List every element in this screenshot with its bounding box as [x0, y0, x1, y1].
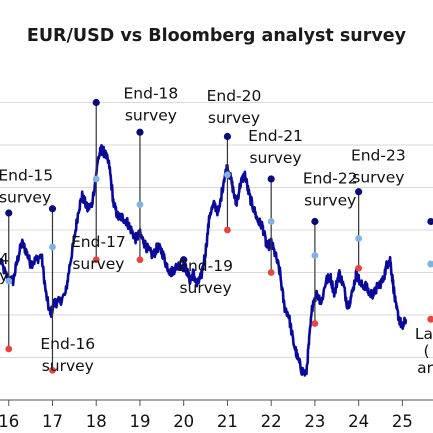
survey-label-line1: End-20	[207, 87, 262, 105]
survey-min-point	[224, 226, 231, 234]
x-tick-label: 24	[348, 412, 369, 431]
survey-label-line1: End-17	[71, 233, 126, 251]
survey-max-point	[267, 218, 275, 225]
survey-min-point	[49, 366, 56, 374]
x-tick-label: 22	[261, 412, 282, 431]
survey-min-point	[92, 256, 100, 264]
survey-min-point	[311, 320, 319, 327]
survey-max-point	[355, 235, 363, 242]
survey-median-point	[180, 256, 188, 264]
survey-label-line2: survey	[179, 279, 231, 297]
grid-lines	[0, 102, 433, 358]
survey-min-point	[267, 269, 275, 276]
x-tick-label: 21	[217, 412, 238, 431]
edge-min-point	[427, 315, 433, 323]
survey-max-point	[5, 277, 13, 285]
survey-label-line2: survey	[72, 255, 124, 273]
cropped-label: 4	[0, 250, 9, 268]
survey-min-point	[5, 345, 13, 353]
edge-max-point	[427, 260, 433, 268]
survey-label-line1: End-19	[178, 257, 233, 275]
survey-median-point	[355, 188, 363, 196]
survey-label-line2: survey	[352, 168, 404, 186]
survey-label-line2: survey	[208, 109, 260, 127]
survey-max-point	[311, 252, 319, 259]
survey-median-point	[267, 175, 275, 183]
cropped-label: y	[0, 267, 8, 285]
cropped-label: (	[423, 342, 429, 360]
survey-median-point	[311, 217, 319, 226]
x-tick-label: 18	[86, 412, 107, 431]
survey-median-point	[223, 132, 232, 141]
survey-median-point	[92, 98, 100, 107]
chart-title: EUR/USD vs Bloomberg analyst survey	[26, 26, 407, 46]
survey-label-line2: survey	[0, 189, 51, 207]
eurusd-line	[0, 144, 408, 377]
survey-median-point	[48, 205, 57, 213]
survey-median-point	[5, 209, 13, 217]
x-tick-label: 16	[0, 412, 19, 431]
survey-max-point	[49, 243, 56, 251]
x-tick-label: 23	[304, 412, 325, 431]
price-series	[0, 144, 408, 377]
cropped-label: ar	[417, 359, 433, 377]
survey-label-line2: survey	[249, 149, 301, 167]
x-tick-label: 20	[173, 412, 194, 431]
survey-labels: End-15surveyEnd-16surveyEnd-17surveyEnd-…	[0, 84, 433, 377]
cropped-label: La	[415, 325, 433, 343]
survey-min-point	[355, 264, 363, 272]
survey-label-line1: End-16	[40, 335, 95, 353]
x-tick-label: 17	[42, 412, 63, 431]
survey-label-line1: End-15	[0, 167, 53, 185]
x-axis: 16 17 18 19 20 21 22 23 24 25	[0, 399, 433, 431]
survey-median-point	[136, 128, 144, 136]
x-tick-label: 19	[129, 412, 150, 431]
survey-max-point	[136, 201, 144, 208]
survey-label-line2: survey	[304, 191, 356, 209]
survey-max-point	[224, 171, 231, 179]
survey-label-line2: survey	[125, 106, 177, 124]
edge-median-point	[427, 218, 433, 225]
survey-min-point	[136, 256, 144, 264]
x-tick-label: 25	[392, 412, 413, 431]
survey-label-line2: survey	[42, 357, 94, 375]
survey-label-line1: End-22	[303, 169, 358, 187]
survey-label-line1: End-23	[351, 146, 406, 164]
survey-label-line1: End-21	[248, 127, 303, 145]
survey-markers	[5, 98, 433, 374]
survey-max-point	[92, 175, 100, 183]
survey-label-line1: End-18	[124, 84, 179, 102]
